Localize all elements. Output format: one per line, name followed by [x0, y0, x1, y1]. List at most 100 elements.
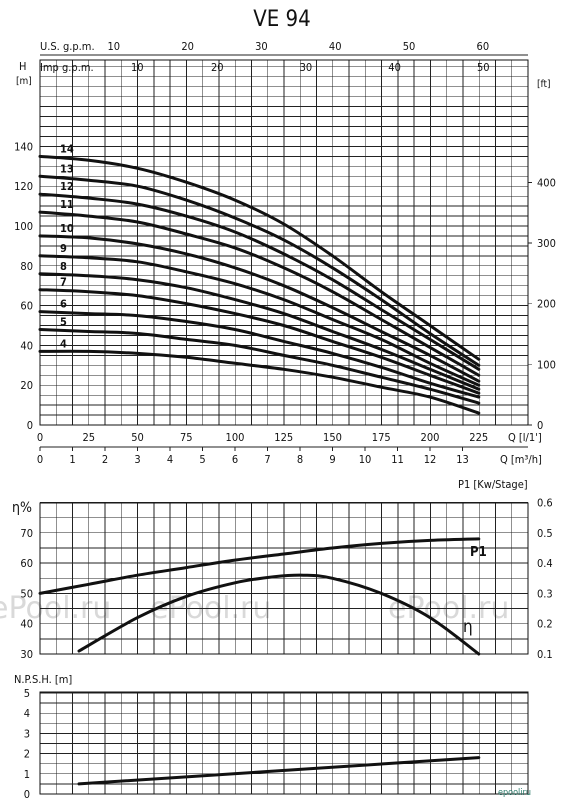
usgpm-tick-label: 30 [255, 40, 268, 53]
npsh-tick-label: 1 [24, 768, 30, 781]
p1-tick-label: 0.5 [537, 527, 553, 540]
efficiency-panel: P1 [Kw/Stage] η% 30 40 50 60 70 0.1 0.2 0.3 0.4 0.5… [12, 478, 553, 661]
p1-tick-label: 0.4 [537, 557, 553, 570]
npsh-tick-label: 2 [24, 748, 30, 761]
q-m3h-tick-label: 6 [232, 453, 238, 466]
right-tick-label: 200 [537, 298, 556, 311]
q-m3h-tick-label: 7 [264, 453, 270, 466]
curve-stage-12 [38, 192, 481, 371]
impgpm-tick-label: 10 [131, 61, 144, 74]
impgpm-axis-label: Imp g.p.m. [40, 61, 94, 74]
q-m3h-tick-label: 0 [37, 453, 43, 466]
y-tick-label: 0 [27, 419, 33, 432]
q-m3h-tick-label: 13 [456, 453, 469, 466]
q-lpm-tick-label: 0 [37, 431, 43, 444]
stage-label-10: 10 [60, 222, 74, 235]
usgpm-tick-label: 50 [403, 40, 416, 53]
p1-tick-label: 0.1 [537, 648, 553, 661]
npsh-curve [77, 756, 481, 786]
p1-axis-label: P1 [Kw/Stage] [458, 478, 528, 491]
p1-series-label: P1 [470, 545, 487, 560]
usgpm-tick-label: 20 [181, 40, 194, 53]
site-mark: epooliru [498, 788, 531, 798]
curve-stage-4 [38, 349, 481, 415]
right-tick-label: 300 [537, 237, 556, 250]
q-m3h-tick-label: 5 [199, 453, 205, 466]
q-lpm-tick-label: 200 [421, 431, 440, 444]
head-panel: H[m] [ft]0204060801001201400100200300400U… [14, 40, 556, 466]
q-m3h-tick-label: 9 [329, 453, 335, 466]
impgpm-tick-label: 50 [477, 61, 490, 74]
q-lpm-tick-label: 75 [180, 431, 193, 444]
npsh-axis-label: N.P.S.H. [m] [14, 673, 72, 686]
stage-label-13: 13 [60, 162, 74, 175]
impgpm-tick-label: 20 [211, 61, 224, 74]
stage-label-5: 5 [60, 315, 67, 328]
p1-tick-label: 0.6 [537, 497, 553, 510]
stage-label-4: 4 [60, 337, 67, 350]
q-lpm-tick-label: 25 [82, 431, 95, 444]
eta-tick-label: 40 [20, 618, 33, 631]
npsh-tick-label: 4 [24, 707, 30, 720]
stage-label-12: 12 [60, 180, 74, 193]
curve-stage-6 [38, 310, 481, 399]
usgpm-axis-label: U.S. g.p.m. [40, 40, 95, 53]
y-axis-label: H [19, 60, 26, 73]
plot-frame [39, 502, 529, 655]
usgpm-tick-label: 10 [108, 40, 121, 53]
stage-label-8: 8 [60, 260, 67, 273]
y-tick-label: 40 [20, 339, 33, 352]
curve-stage-5 [38, 328, 481, 405]
right-tick-label: 400 [537, 176, 556, 189]
q-m3h-tick-label: 3 [134, 453, 140, 466]
q-lpm-tick-label: 100 [226, 431, 245, 444]
npsh-panel: N.P.S.H. [m] 0 1 2 3 4 5 [14, 673, 529, 800]
eta-tick-label: 60 [20, 557, 33, 570]
q-lpm-tick-label: 175 [372, 431, 391, 444]
y-tick-label: 120 [14, 180, 33, 193]
y-tick-label: 60 [20, 300, 33, 313]
q-m3h-tick-label: 11 [391, 453, 404, 466]
y-tick-label: 100 [14, 220, 33, 233]
right-tick-label: 0 [537, 419, 543, 432]
q-m3h-tick-label: 4 [167, 453, 173, 466]
npsh-tick-label: 5 [24, 687, 30, 700]
q-lpm-axis-label: Q [l/1'] [508, 431, 542, 444]
y-tick-label: 80 [20, 260, 33, 273]
eta-series-label: η [463, 617, 473, 637]
impgpm-tick-label: 40 [388, 61, 401, 74]
p1-tick-label: 0.2 [537, 618, 553, 631]
curve-stage-10 [38, 234, 481, 383]
q-lpm-tick-label: 125 [274, 431, 293, 444]
right-axis-unit: [ft] [537, 79, 551, 90]
eta-tick-label: 50 [20, 587, 33, 600]
curve-stage-9 [38, 254, 481, 387]
p1-curve [38, 537, 481, 595]
stage-label-11: 11 [60, 198, 74, 211]
eta-curve [77, 573, 481, 656]
q-m3h-axis-label: Q [m³/h] [500, 453, 542, 466]
usgpm-tick-label: 60 [477, 40, 490, 53]
q-lpm-tick-label: 150 [323, 431, 342, 444]
curve-stage-11 [38, 210, 481, 377]
curve-stage-14 [38, 154, 481, 361]
curve-stage-8 [38, 272, 481, 391]
q-m3h-tick-label: 2 [102, 453, 108, 466]
q-lpm-tick-label: 50 [131, 431, 144, 444]
eta-axis-label: η% [12, 500, 32, 516]
q-m3h-tick-label: 10 [359, 453, 372, 466]
curve-stage-7 [38, 288, 481, 395]
stage-label-9: 9 [60, 242, 67, 255]
plot-frame [39, 59, 529, 426]
q-m3h-tick-label: 12 [424, 453, 437, 466]
npsh-tick-label: 0 [24, 788, 30, 800]
impgpm-tick-label: 30 [300, 61, 313, 74]
y-axis-unit: [m] [16, 76, 32, 87]
stage-label-6: 6 [60, 298, 67, 311]
p1-tick-label: 0.3 [537, 587, 553, 600]
y-tick-label: 140 [14, 140, 33, 153]
eta-tick-label: 70 [20, 527, 33, 540]
stage-label-7: 7 [60, 276, 67, 289]
npsh-tick-label: 3 [24, 727, 30, 740]
